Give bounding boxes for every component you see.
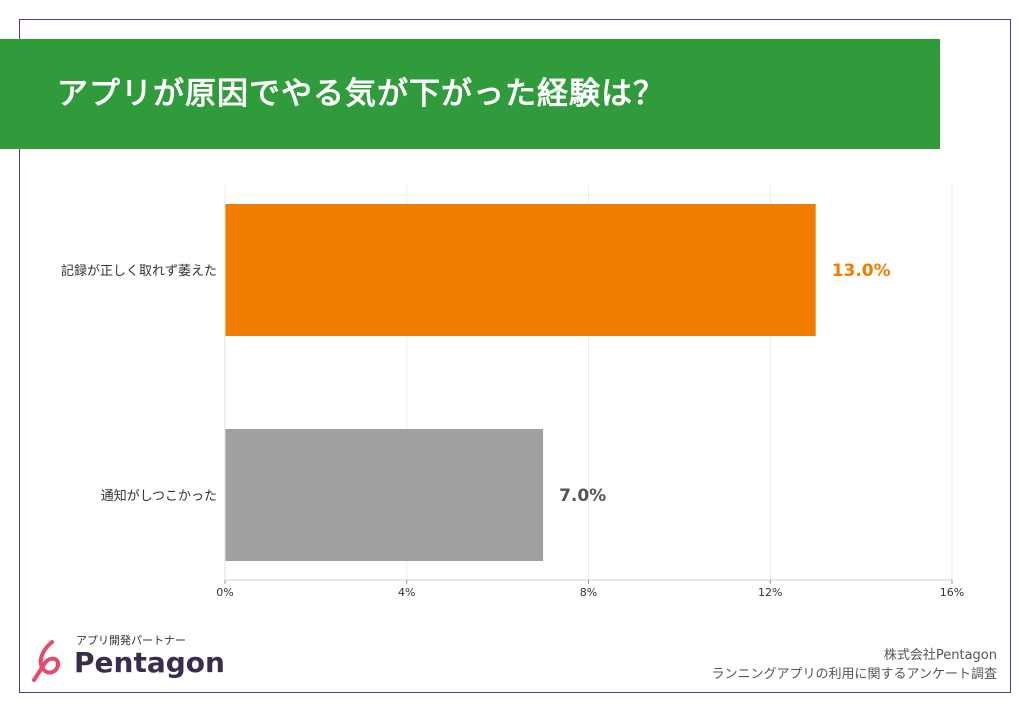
chart-title: アプリが原因でやる気が下がった経験は？ (57, 76, 665, 112)
tick-label-0: 0% (216, 586, 233, 599)
survey-source: ランニングアプリの利用に関するアンケート調査 (711, 667, 997, 682)
value-label-1: 7.0% (559, 486, 606, 506)
pentagon-logo-icon (32, 640, 61, 682)
tick-label-1: 4% (398, 586, 415, 599)
company-name: 株式会社Pentagon (883, 648, 997, 663)
logo-tagline: アプリ開発パートナー (76, 634, 186, 647)
tick-label-4: 16% (940, 586, 964, 599)
title-banner (0, 39, 940, 149)
bar-1 (225, 429, 544, 561)
pentagon-logo: アプリ開発パートナー Pentagon (30, 632, 230, 688)
bar-0 (225, 204, 816, 336)
tick-label-2: 8% (580, 586, 597, 599)
category-label-0: 記録が正しく取れず萎えた (61, 263, 217, 279)
source-note: 株式会社Pentagon ランニングアプリの利用に関するアンケート調査 (712, 646, 997, 684)
page-frame (19, 19, 1011, 693)
tick-label-3: 12% (758, 586, 782, 599)
category-label-1: 通知がしつこかった (101, 488, 217, 504)
logo-wordmark: Pentagon (74, 646, 225, 679)
value-label-0: 13.0% (832, 261, 891, 281)
